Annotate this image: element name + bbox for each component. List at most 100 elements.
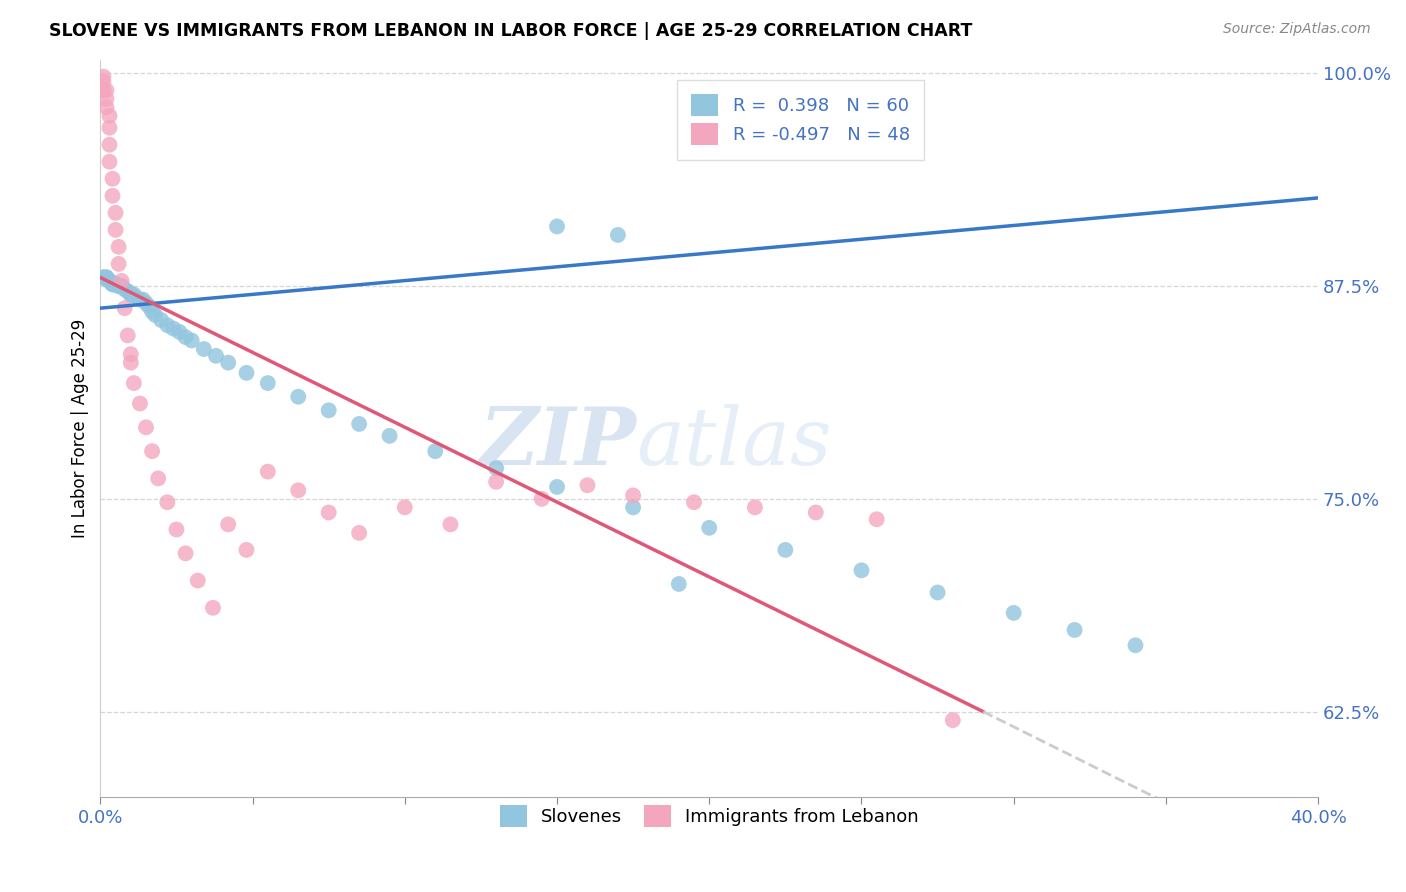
Point	[101, 277, 124, 292]
Point	[193, 342, 215, 356]
Point	[96, 92, 118, 106]
Y-axis label: In Labor Force | Age 25-29: In Labor Force | Age 25-29	[72, 318, 89, 538]
Legend: Slovenes, Immigrants from Lebanon: Slovenes, Immigrants from Lebanon	[491, 796, 928, 836]
Point	[93, 270, 115, 285]
Point	[98, 109, 121, 123]
Point	[621, 500, 644, 515]
Point	[318, 403, 340, 417]
Point	[93, 83, 115, 97]
Point	[120, 287, 142, 301]
Point	[98, 274, 121, 288]
Point	[217, 517, 239, 532]
Point	[98, 120, 121, 135]
Point	[683, 495, 706, 509]
Point	[576, 478, 599, 492]
Point	[96, 270, 118, 285]
Point	[174, 330, 197, 344]
Point	[107, 279, 129, 293]
Point	[235, 543, 257, 558]
Point	[135, 296, 157, 310]
Point	[107, 257, 129, 271]
Point	[96, 83, 118, 97]
Point	[98, 137, 121, 152]
Point	[104, 277, 127, 292]
Point	[93, 75, 115, 89]
Point	[166, 523, 188, 537]
Point	[104, 206, 127, 220]
Point	[697, 521, 720, 535]
Point	[96, 270, 118, 285]
Point	[530, 491, 553, 506]
Point	[169, 325, 191, 339]
Point	[98, 154, 121, 169]
Point	[347, 417, 370, 431]
Text: atlas: atlas	[636, 404, 831, 482]
Point	[378, 429, 401, 443]
Point	[107, 279, 129, 293]
Point	[96, 270, 118, 285]
Point	[1002, 606, 1025, 620]
Point	[148, 471, 170, 485]
Point	[606, 227, 628, 242]
Point	[621, 488, 644, 502]
Point	[942, 713, 965, 727]
Point	[318, 506, 340, 520]
Point	[114, 301, 136, 315]
Point	[132, 293, 155, 307]
Point	[93, 70, 115, 84]
Point	[775, 543, 797, 558]
Text: ZIP: ZIP	[479, 404, 636, 482]
Point	[439, 517, 461, 532]
Text: SLOVENE VS IMMIGRANTS FROM LEBANON IN LABOR FORCE | AGE 25-29 CORRELATION CHART: SLOVENE VS IMMIGRANTS FROM LEBANON IN LA…	[49, 22, 973, 40]
Point	[117, 284, 139, 298]
Point	[287, 390, 309, 404]
Point	[174, 546, 197, 560]
Point	[141, 304, 163, 318]
Point	[187, 574, 209, 588]
Point	[96, 100, 118, 114]
Text: Source: ZipAtlas.com: Source: ZipAtlas.com	[1223, 22, 1371, 37]
Point	[104, 277, 127, 292]
Point	[256, 465, 278, 479]
Point	[546, 219, 568, 234]
Point	[668, 577, 690, 591]
Point	[111, 279, 134, 293]
Point	[135, 420, 157, 434]
Point	[141, 444, 163, 458]
Point	[98, 274, 121, 288]
Point	[101, 171, 124, 186]
Point	[851, 563, 873, 577]
Point	[546, 480, 568, 494]
Point	[150, 313, 173, 327]
Point	[111, 274, 134, 288]
Point	[101, 277, 124, 292]
Point	[122, 287, 145, 301]
Point	[104, 277, 127, 292]
Point	[1125, 638, 1147, 652]
Point	[101, 189, 124, 203]
Point	[104, 223, 127, 237]
Point	[205, 349, 228, 363]
Point	[866, 512, 889, 526]
Point	[217, 356, 239, 370]
Point	[120, 347, 142, 361]
Point	[120, 287, 142, 301]
Point	[107, 240, 129, 254]
Point	[143, 308, 166, 322]
Point	[927, 585, 949, 599]
Point	[120, 356, 142, 370]
Point	[122, 376, 145, 390]
Point	[129, 396, 152, 410]
Point	[287, 483, 309, 498]
Point	[98, 274, 121, 288]
Point	[485, 475, 508, 489]
Point	[93, 270, 115, 285]
Point	[180, 334, 202, 348]
Point	[114, 282, 136, 296]
Point	[129, 293, 152, 307]
Point	[235, 366, 257, 380]
Point	[156, 495, 179, 509]
Point	[125, 291, 148, 305]
Point	[256, 376, 278, 390]
Point	[138, 300, 160, 314]
